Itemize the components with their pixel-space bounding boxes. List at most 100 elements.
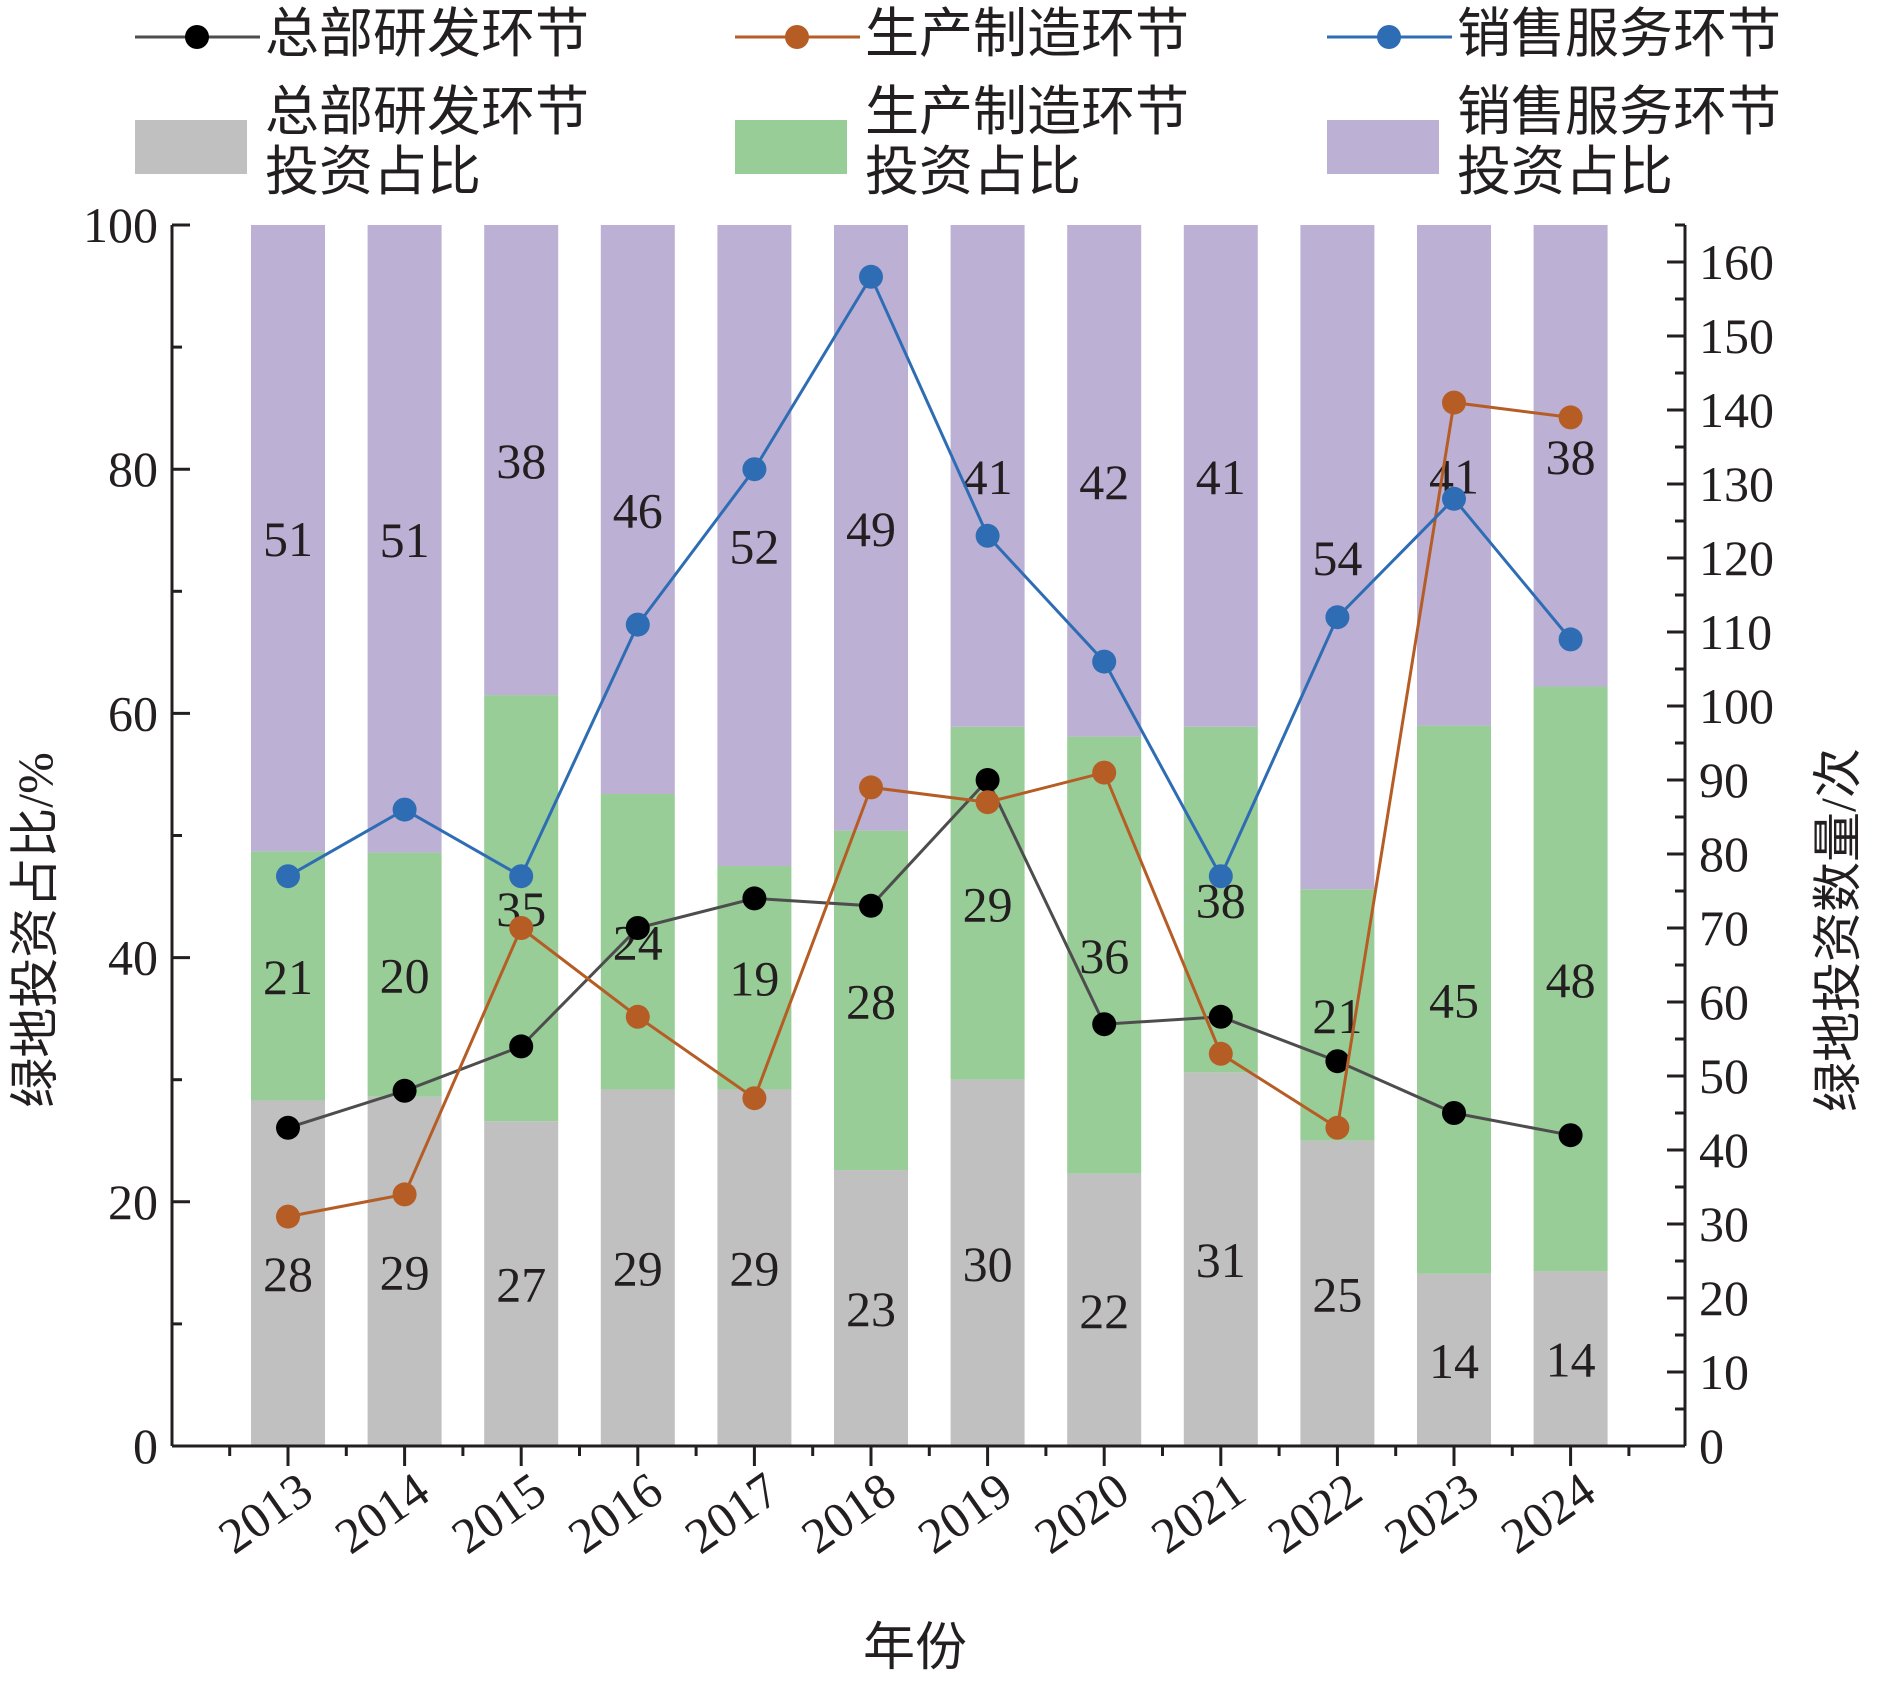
y-right-tick-label: 160 <box>1699 234 1774 290</box>
bar-value-label: 30 <box>963 1236 1013 1292</box>
bar-segment-3-2023 <box>1417 225 1491 726</box>
y-right-tick-label: 80 <box>1699 826 1749 882</box>
y-right-tick-label: 30 <box>1699 1196 1749 1252</box>
bar-segment-2-2020 <box>1067 736 1142 1174</box>
x-tick-label: 2024 <box>1491 1461 1605 1564</box>
y-right-tick-label: 70 <box>1699 900 1749 956</box>
line-point-1-2023 <box>1442 1101 1466 1125</box>
bar-value-label: 28 <box>846 973 896 1029</box>
line-point-3-2021 <box>1208 864 1233 889</box>
line-point-2-2021 <box>1208 1041 1233 1066</box>
line-point-3-2024 <box>1558 627 1583 652</box>
bar-segment-1-2021 <box>1183 1072 1258 1446</box>
y-right-tick-label: 140 <box>1699 382 1774 438</box>
bar-segment-2-2022 <box>1300 889 1375 1141</box>
bar-value-label: 29 <box>963 876 1013 932</box>
line-point-3-2014 <box>392 797 417 822</box>
bar-segment-2-2016 <box>600 793 675 1090</box>
bar-value-label: 38 <box>1546 429 1596 485</box>
legend: 总部研发环节 生产制造环节 销售服务环节总部研发环节投资占比生产制造环节投资占比销售… <box>135 4 1781 202</box>
line-series-2 <box>287 400 1571 1219</box>
bar-segment-3-2018 <box>834 225 908 831</box>
line-point-3-2016 <box>625 612 650 637</box>
y-left-tick-label: 100 <box>83 197 158 253</box>
bar-value-label: 23 <box>846 1281 896 1337</box>
y-right-tick-label: 40 <box>1699 1122 1749 1178</box>
line-series-1 <box>287 777 1571 1137</box>
line-point-1-2024 <box>1558 1123 1583 1148</box>
count-lines <box>276 264 1583 1229</box>
bar-segment-2-2013 <box>251 851 325 1101</box>
legend-marker <box>1377 25 1401 49</box>
y-left-tick-label: 0 <box>133 1418 158 1474</box>
legend-marker <box>185 25 209 49</box>
bar-segment-1-2023 <box>1417 1273 1491 1446</box>
bar-segment-3-2013 <box>251 225 325 852</box>
bar-value-label: 19 <box>729 951 779 1007</box>
y-right-tick-label: 120 <box>1699 530 1774 586</box>
bar-segment-3-2019 <box>950 225 1025 727</box>
bar-value-label: 29 <box>380 1244 430 1300</box>
y-right-tick-label: 90 <box>1699 752 1749 808</box>
line-point-3-2018 <box>859 264 883 289</box>
bar-segment-3-2022 <box>1300 225 1375 890</box>
bar-value-label: 28 <box>263 1246 313 1302</box>
bar-segment-1-2020 <box>1067 1173 1142 1446</box>
line-point-2-2016 <box>625 1004 650 1029</box>
y-right-tick-label: 60 <box>1699 974 1749 1030</box>
bar-segment-3-2015 <box>484 225 559 696</box>
bar-value-label: 51 <box>263 511 313 567</box>
bar-segment-3-2021 <box>1183 225 1258 727</box>
bar-value-label: 52 <box>729 519 779 575</box>
bar-segment-1-2022 <box>1300 1140 1375 1446</box>
legend-label: 生产制造环节 <box>865 4 1189 64</box>
bar-value-label: 14 <box>1546 1332 1596 1388</box>
line-point-2-2014 <box>392 1182 417 1207</box>
bar-value-labels: 2821512920512735382924462919522328493029… <box>263 429 1596 1389</box>
x-tick-label: 2014 <box>325 1461 439 1564</box>
y-axis-left-title: 绿地投资占比/% <box>7 752 63 1108</box>
bar-segment-1-2014 <box>367 1096 442 1446</box>
bar-segment-2-2018 <box>834 830 908 1171</box>
x-axis-title: 年份 <box>863 1620 967 1677</box>
y-right-tick-label: 50 <box>1699 1048 1749 1104</box>
bar-value-label: 49 <box>846 501 896 557</box>
bar-segment-1-2017 <box>717 1089 792 1446</box>
line-point-1-2016 <box>625 916 650 940</box>
line-point-1-2013 <box>276 1115 300 1140</box>
line-point-1-2022 <box>1325 1049 1350 1074</box>
bar-value-label: 36 <box>1079 928 1129 984</box>
line-series-3 <box>287 273 1572 880</box>
legend-bar-swatch <box>135 120 247 174</box>
legend-bar-swatch <box>735 120 847 174</box>
line-point-3-2013 <box>276 864 300 889</box>
line-point-3-2023 <box>1442 486 1466 511</box>
bar-segment-1-2016 <box>600 1089 675 1446</box>
y-right-tick-label: 110 <box>1699 604 1772 660</box>
bar-value-label: 51 <box>380 512 430 568</box>
x-tick-label: 2019 <box>908 1461 1022 1564</box>
y-left-tick-label: 40 <box>108 930 158 986</box>
line-point-3-2020 <box>1092 649 1117 674</box>
legend-label: 销售服务环节 <box>1457 4 1781 64</box>
legend-marker <box>785 25 809 49</box>
line-point-1-2018 <box>859 893 883 918</box>
line-point-1-2015 <box>509 1034 534 1059</box>
line-point-1-2021 <box>1208 1004 1233 1029</box>
x-tick-label: 2016 <box>558 1461 672 1564</box>
bar-segment-3-2017 <box>717 225 792 867</box>
y-left-tick-label: 60 <box>108 685 158 741</box>
legend-label: 生产制造环节 <box>865 82 1189 142</box>
bar-value-label: 20 <box>380 948 430 1004</box>
legend-bar-swatch <box>1327 120 1439 174</box>
x-tick-label: 2018 <box>791 1461 905 1564</box>
x-tick-label: 2020 <box>1024 1461 1138 1564</box>
bar-segment-1-2024 <box>1533 1271 1608 1446</box>
line-point-1-2020 <box>1092 1012 1117 1037</box>
bar-segment-2-2014 <box>367 852 442 1097</box>
x-tick-label: 2015 <box>441 1461 555 1564</box>
y-right-tick-label: 100 <box>1699 678 1774 734</box>
y-right-tick-label: 20 <box>1699 1270 1749 1326</box>
bar-value-label: 29 <box>613 1241 663 1297</box>
